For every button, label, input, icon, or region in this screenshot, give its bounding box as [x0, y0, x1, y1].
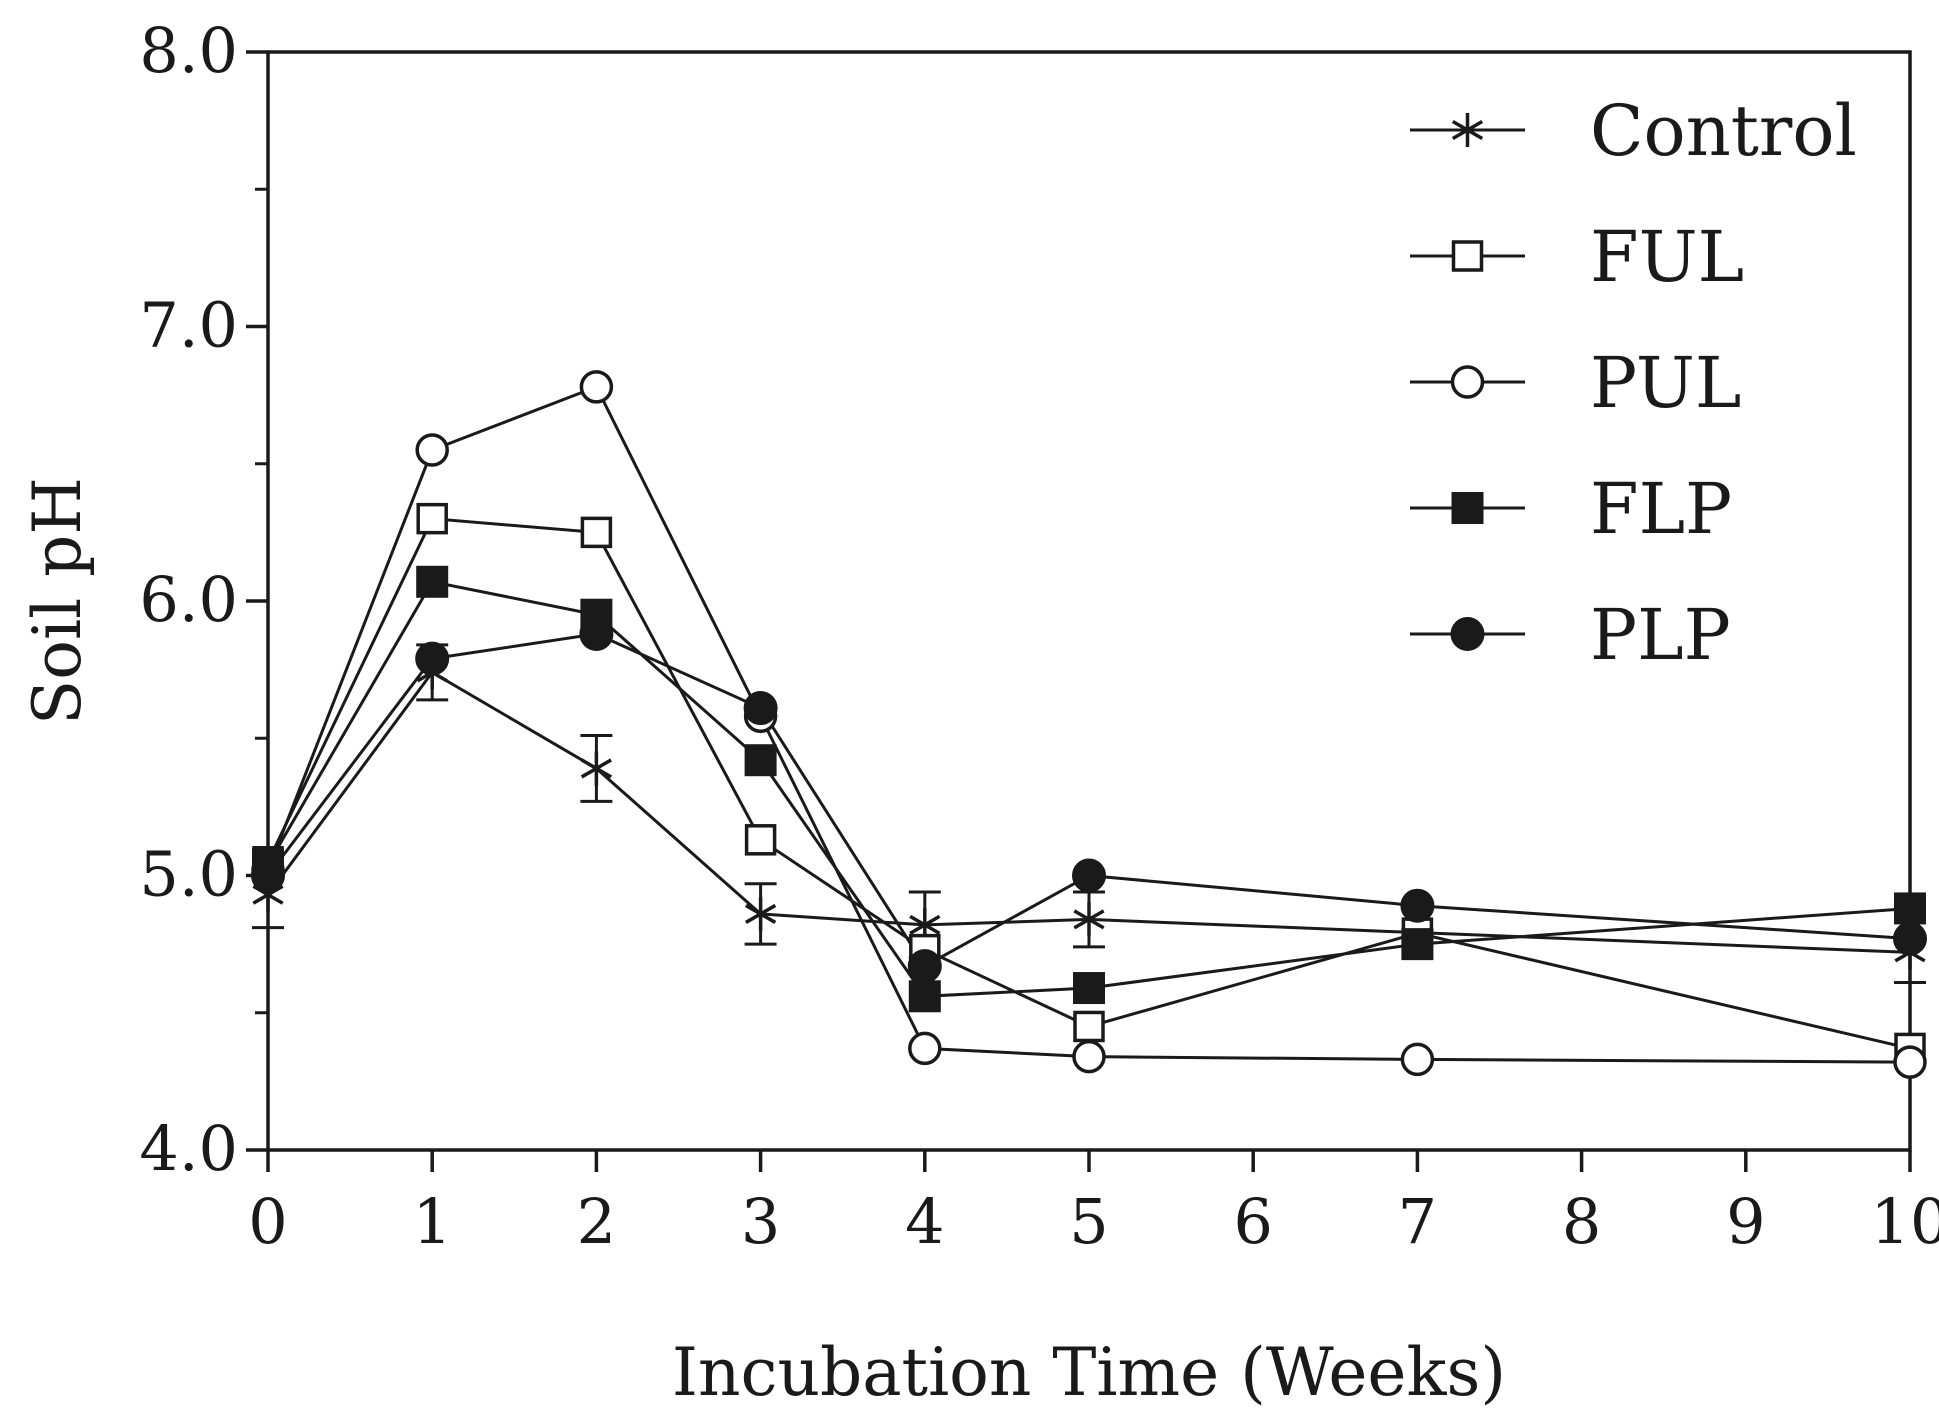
- asterisk-stroke: [1073, 909, 1105, 930]
- data-point: [908, 980, 941, 1013]
- x-tick-label: 7: [1398, 1185, 1437, 1258]
- y-tick-label: 8.0: [139, 14, 238, 87]
- legend-label: PLP: [1590, 594, 1731, 676]
- marker-filled-circle: [1450, 617, 1485, 651]
- series-line: [266, 517, 1911, 1050]
- y-tick-label: 4.0: [139, 1112, 238, 1185]
- data-point: [1073, 1010, 1105, 1043]
- series-group: [251, 370, 1927, 1079]
- series-points-plp: [251, 616, 1927, 984]
- data-point: [579, 370, 614, 404]
- data-point: [1893, 921, 1927, 956]
- marker-open-circle: [1450, 365, 1485, 399]
- data-point: [908, 1031, 942, 1066]
- markers-layer: [251, 370, 1927, 1079]
- data-point: [1072, 858, 1106, 893]
- series-flp: [266, 580, 1911, 998]
- data-point: [1073, 972, 1105, 1005]
- marker-open-square: [1451, 240, 1484, 272]
- legend: Control FUL PUL FLP PLP: [1410, 90, 1857, 676]
- data-point: [416, 502, 448, 535]
- legend-label: Control: [1590, 90, 1857, 172]
- asterisk-stroke: [580, 758, 612, 779]
- data-point: [1072, 1039, 1106, 1074]
- data-point: [745, 896, 777, 931]
- data-point: [1894, 892, 1926, 925]
- x-tick-label: 10: [1871, 1185, 1939, 1258]
- x-tick-label: 4: [905, 1185, 944, 1258]
- data-point: [744, 744, 777, 777]
- x-tick-label: 8: [1562, 1185, 1601, 1258]
- series-pul: [266, 385, 1911, 1064]
- asterisk-stroke: [909, 914, 941, 935]
- x-tick-label: 0: [248, 1185, 287, 1258]
- legend-label: PUL: [1590, 342, 1741, 424]
- series-ful: [266, 517, 1911, 1050]
- data-point: [415, 641, 450, 676]
- marker-asterisk: [1451, 113, 1484, 147]
- data-point: [580, 751, 612, 786]
- data-point: [415, 433, 449, 467]
- legend-item: FLP: [1410, 468, 1732, 550]
- data-point: [580, 516, 613, 549]
- y-axis-title: Soil pH: [19, 477, 96, 725]
- y-tick-label: 5.0: [139, 838, 238, 911]
- x-tick-label: 2: [577, 1185, 616, 1258]
- data-point: [1400, 888, 1435, 923]
- marker-filled-square: [1451, 492, 1484, 524]
- legend-item: FUL: [1410, 216, 1744, 298]
- y-tick-label: 7.0: [139, 289, 238, 362]
- ticks: 4.0 5.0 6.0 7.0 8.0 0 1 2 3 4 5 6 7 8 9 10: [139, 14, 1939, 1258]
- legend-label: FLP: [1590, 468, 1732, 550]
- x-tick-label: 3: [741, 1185, 780, 1258]
- x-tick-label: 1: [412, 1185, 451, 1258]
- data-point: [416, 565, 449, 598]
- data-point: [744, 824, 777, 856]
- x-tick-label: 6: [1233, 1185, 1272, 1258]
- x-axis-title: Incubation Time (Weeks): [672, 1334, 1506, 1411]
- y-tick-label: 6.0: [139, 563, 238, 636]
- series-plp: [266, 632, 1911, 969]
- legend-label: FUL: [1590, 216, 1744, 298]
- data-point: [1401, 928, 1434, 961]
- series-line: [266, 580, 1911, 998]
- legend-item: PUL: [1410, 342, 1741, 424]
- x-tick-label: 5: [1069, 1185, 1108, 1258]
- data-point: [579, 616, 614, 651]
- data-point: [1073, 902, 1105, 937]
- x-tick-label: 9: [1726, 1185, 1765, 1258]
- series-line: [266, 385, 1911, 1064]
- legend-item: Control: [1410, 90, 1857, 172]
- data-point: [1893, 1045, 1927, 1079]
- data-point: [251, 858, 285, 893]
- data-point: [907, 949, 942, 984]
- series-line: [266, 632, 1911, 969]
- asterisk-stroke: [1451, 119, 1484, 141]
- data-point: [1400, 1042, 1435, 1077]
- legend-item: PLP: [1410, 594, 1731, 676]
- asterisk-stroke: [745, 903, 777, 924]
- data-point: [743, 691, 778, 726]
